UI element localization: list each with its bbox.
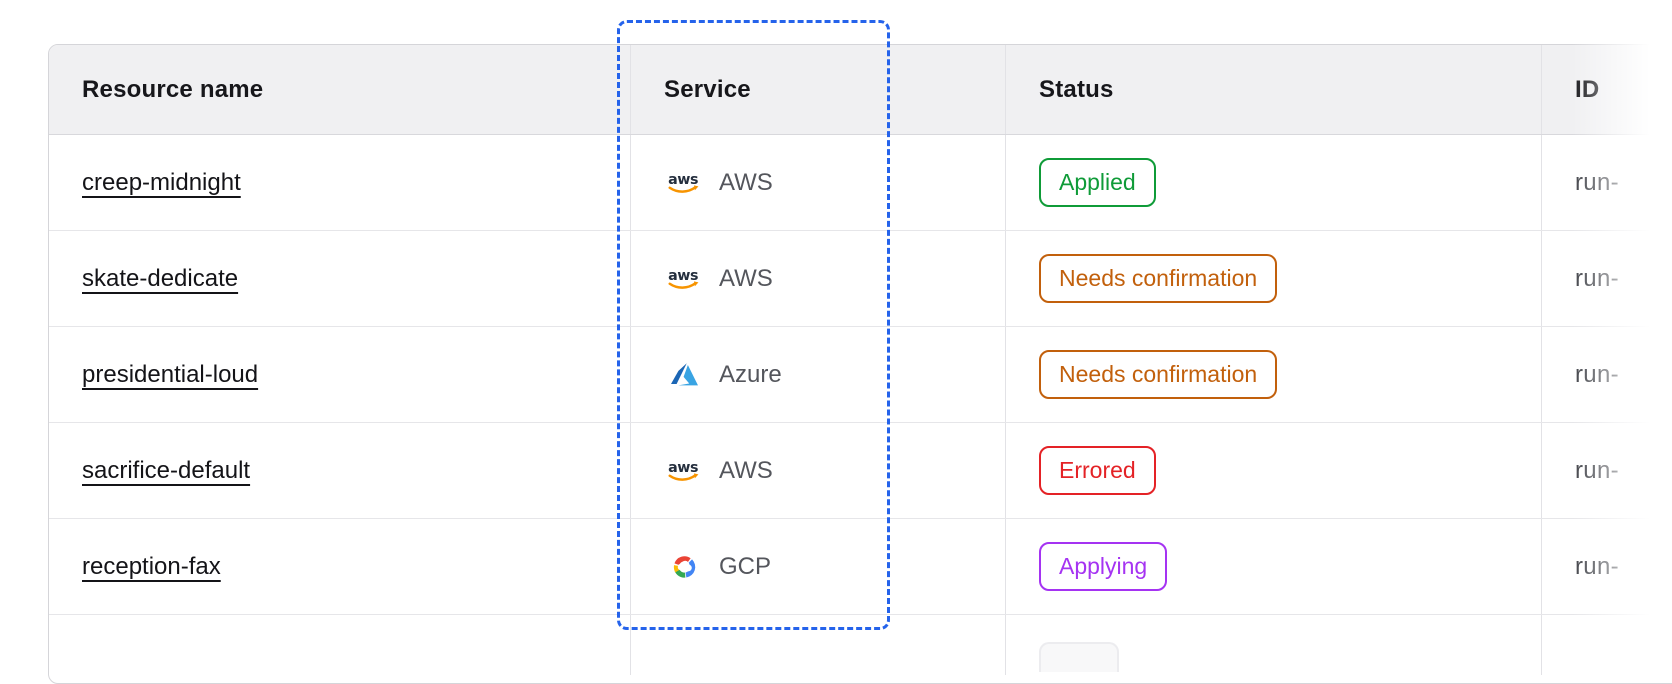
aws-icon: aws (664, 169, 704, 197)
table-header-row: Resource name Service Status ID (49, 45, 1672, 135)
table-row: skate-dedicate aws AWS Needs confirmatio… (49, 231, 1672, 327)
service-label: GCP (719, 552, 772, 580)
service-label: AWS (719, 168, 773, 196)
table-row: reception-fax GCP (49, 519, 1672, 615)
aws-icon: aws (664, 457, 704, 485)
table-row: presidential-loud Azure Needs confirmati… (49, 327, 1672, 423)
svg-text:aws: aws (668, 459, 698, 475)
resources-table: Resource name Service Status ID creep-mi… (48, 44, 1672, 684)
resource-link[interactable]: reception-fax (82, 552, 221, 580)
column-header-resource-name: Resource name (82, 75, 264, 103)
svg-text:aws: aws (668, 267, 698, 283)
column-header-status: Status (1005, 45, 1541, 134)
azure-icon (664, 363, 704, 386)
resource-link[interactable]: presidential-loud (82, 360, 259, 388)
status-badge: Needs confirmation (1039, 254, 1278, 303)
status-badge: Errored (1039, 446, 1156, 495)
resource-link[interactable]: creep-midnight (82, 168, 241, 196)
table-row-partial (49, 615, 1672, 675)
service-label: AWS (719, 456, 773, 484)
status-badge: Needs confirmation (1039, 350, 1278, 399)
table-row: sacrifice-default aws AWS Errored run- (49, 423, 1672, 519)
service-label: Azure (719, 360, 782, 388)
resource-link[interactable]: sacrifice-default (82, 456, 251, 484)
status-badge-cutoff (1039, 642, 1119, 672)
column-header-service: Service (630, 45, 1005, 134)
run-id-text: run- (1575, 360, 1619, 388)
aws-icon: aws (664, 265, 704, 293)
column-header-id: ID (1541, 45, 1672, 134)
status-badge: Applying (1039, 542, 1168, 591)
table-row: creep-midnight aws AWS Applied run- (49, 135, 1672, 231)
status-badge: Applied (1039, 158, 1156, 207)
run-id-text: run- (1575, 552, 1619, 580)
resource-link[interactable]: skate-dedicate (82, 264, 239, 292)
run-id-text: run- (1575, 168, 1619, 196)
run-id-text: run- (1575, 264, 1619, 292)
run-id-text: run- (1575, 456, 1619, 484)
svg-text:aws: aws (668, 171, 698, 187)
service-label: AWS (719, 264, 773, 292)
gcp-icon (664, 554, 704, 580)
